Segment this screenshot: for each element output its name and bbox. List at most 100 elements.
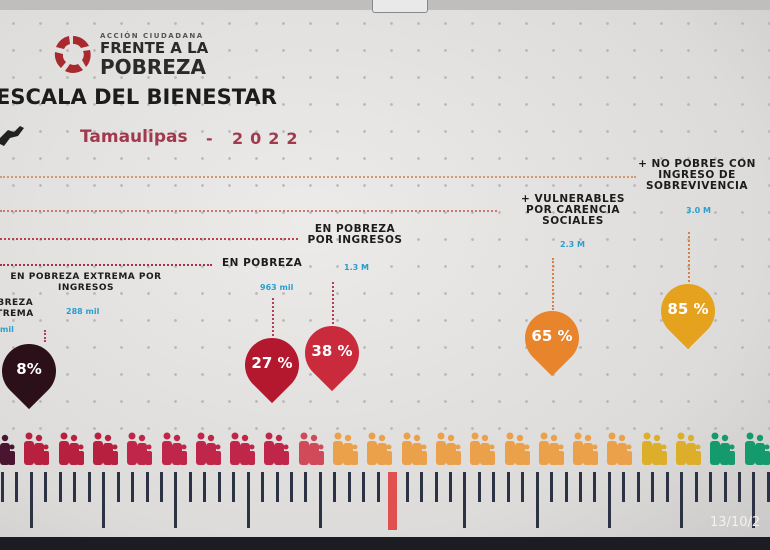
family-icon — [298, 432, 324, 465]
family-icon — [195, 432, 221, 465]
connector — [332, 282, 334, 324]
scale-tick — [145, 472, 149, 502]
scale-tick — [622, 472, 626, 502]
guide-line-pobreza — [0, 264, 212, 266]
family-icon — [744, 432, 770, 465]
scale-tick — [521, 472, 525, 502]
scale-tick — [290, 472, 293, 502]
scale-tick — [188, 472, 192, 502]
guide-line-pobreza-ingresos — [0, 238, 298, 240]
scale-tick — [723, 472, 727, 502]
scale-tick — [405, 472, 409, 502]
scale-tick — [463, 472, 467, 528]
family-icon — [504, 432, 530, 465]
family-icon — [538, 432, 564, 465]
family-icon — [573, 432, 599, 465]
scale-tick — [680, 472, 684, 528]
scale-tick — [1, 472, 4, 502]
percent-label: 8% — [16, 360, 42, 378]
scale-tick — [174, 472, 178, 528]
dot-pattern-background — [0, 10, 770, 430]
scale-tick — [246, 472, 250, 528]
value-pobreza-ingresos: 1.3 M — [344, 263, 369, 272]
state-map-icon — [0, 126, 24, 146]
label-pobreza-extrema: POBREZA EXTREMA — [0, 298, 34, 319]
family-icon — [401, 432, 427, 465]
scale-tick — [116, 472, 120, 502]
connector — [272, 298, 274, 336]
family-icon — [161, 432, 187, 465]
scale-tick — [766, 472, 770, 502]
scale-tick — [376, 472, 380, 502]
family-icon — [333, 432, 358, 465]
scale-tick — [550, 472, 554, 502]
scale-tick — [318, 472, 322, 528]
family-icon — [58, 432, 84, 465]
scale-tick — [29, 472, 33, 528]
state-name: Tamaulipas — [80, 127, 188, 147]
scale-tick — [203, 472, 207, 502]
scale-tick — [651, 472, 655, 502]
scale-tick — [261, 472, 265, 502]
family-icon — [0, 434, 15, 465]
percent-label: 65 % — [531, 327, 573, 345]
value-no-pobres: 3.0 M — [686, 206, 711, 215]
screen-bottom-bar — [0, 537, 770, 550]
family-icon — [435, 432, 461, 465]
scale-tick — [333, 472, 337, 502]
scale-tick — [388, 472, 398, 530]
scale-tick — [159, 472, 163, 502]
logo-icon — [54, 36, 91, 73]
family-icon — [470, 432, 496, 465]
connector — [44, 330, 46, 342]
scale-tick — [58, 472, 62, 502]
family-icon — [367, 432, 393, 465]
connector — [688, 232, 690, 282]
scale-tick — [304, 472, 308, 502]
guide-line-vulnerables — [0, 210, 497, 212]
scale-tick — [362, 472, 366, 502]
family-icon — [641, 432, 667, 465]
label-no-pobres: + NO POBRES CON INGRESO DE SOBREVIVENCIA — [638, 158, 756, 192]
percent-label: 27 % — [251, 354, 293, 372]
scale-tick — [665, 472, 669, 502]
scale-tick — [737, 472, 741, 502]
scale-tick — [434, 472, 438, 502]
family-icon — [92, 432, 118, 465]
scale-tick — [535, 472, 539, 528]
value-vulnerables: 2.3 M — [560, 240, 585, 249]
percent-label: 85 % — [667, 300, 709, 318]
scale-tick — [102, 472, 106, 528]
label-vulnerables: + VULNERABLES POR CARENCIA SOCIALES — [521, 193, 625, 227]
scale-tick — [636, 472, 640, 502]
label-pobreza-extrema-ingresos: EN POBREZA EXTREMA POR INGRESOS — [10, 272, 162, 293]
connector — [552, 258, 554, 310]
scale-tick — [579, 472, 582, 502]
scale-tick — [593, 472, 597, 502]
scale-tick — [73, 472, 77, 502]
logo-tagline: ACCIÓN CIUDADANA — [100, 32, 204, 40]
scale-tick — [347, 472, 351, 502]
label-pobreza-ingresos: EN POBREZA POR INGRESOS — [307, 223, 403, 246]
family-icon — [710, 432, 736, 465]
scale-tick — [709, 472, 713, 502]
page-title: ESCALA DEL BIENESTAR — [0, 85, 277, 109]
family-icon — [607, 432, 633, 465]
scale-tick — [448, 472, 452, 502]
logo-line2: POBREZA — [100, 55, 206, 79]
family-icon — [676, 432, 701, 465]
scale-tick — [131, 472, 135, 502]
scale-tick — [275, 472, 279, 502]
logo-line1: FRENTE A LA — [100, 39, 209, 57]
value-pobreza-extrema-ingresos: 288 mil — [66, 307, 100, 316]
scale-tick — [44, 472, 48, 502]
family-icon — [24, 432, 50, 465]
family-icon — [264, 432, 290, 465]
scale-tick — [87, 472, 91, 502]
separator: - — [206, 129, 213, 148]
scale-tick — [492, 472, 496, 502]
scale-tick — [217, 472, 221, 502]
scale-tick — [420, 472, 424, 502]
family-icon — [127, 432, 153, 465]
scale-tick — [607, 472, 611, 528]
